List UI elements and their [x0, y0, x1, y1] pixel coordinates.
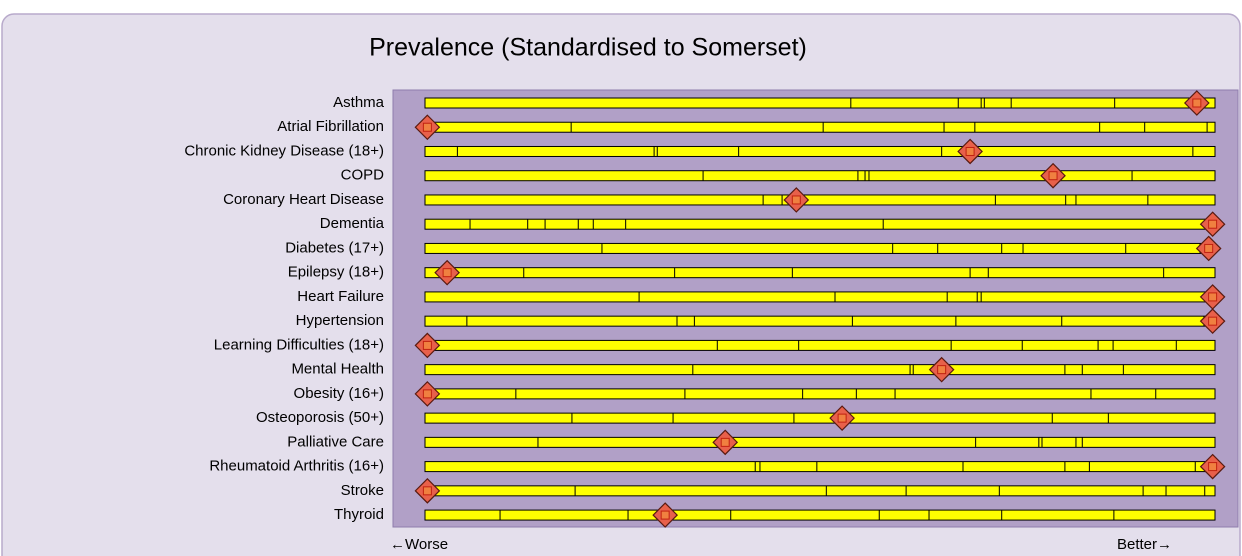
row-label: Rheumatoid Arthritis (16+): [209, 458, 384, 475]
marker-core: [422, 122, 432, 132]
marker-core: [1048, 171, 1058, 181]
row-label: Obesity (16+): [294, 385, 384, 402]
x-label-left: ←Worse: [390, 536, 448, 553]
row-label: Epilepsy (18+): [288, 264, 384, 281]
row-label: Chronic Kidney Disease (18+): [184, 142, 384, 159]
marker-core: [422, 340, 432, 350]
marker-core: [1208, 219, 1218, 229]
bar: [424, 170, 1216, 182]
marker-core: [422, 486, 432, 496]
plot-area: [392, 89, 1239, 528]
bar: [424, 509, 1216, 521]
marker-core: [720, 437, 730, 447]
row-label: Coronary Heart Disease: [223, 191, 384, 208]
marker-core: [791, 195, 801, 205]
bar: [424, 121, 1216, 133]
bar: [424, 145, 1216, 157]
marker-core: [837, 413, 847, 423]
row-label: Thyroid: [334, 506, 384, 523]
row-label: Dementia: [320, 215, 385, 232]
chart-title: Prevalence (Standardised to Somerset): [369, 34, 807, 62]
row-label: Hypertension: [296, 312, 384, 329]
row-label: Heart Failure: [297, 288, 384, 305]
marker-core: [422, 389, 432, 399]
marker-core: [442, 268, 452, 278]
row-label: Learning Difficulties (18+): [214, 336, 384, 353]
marker-core: [1192, 98, 1202, 108]
bar: [424, 339, 1216, 351]
x-label-right: Better→: [1117, 536, 1172, 553]
bar: [424, 485, 1216, 497]
marker-core: [1204, 243, 1214, 253]
row-label: Mental Health: [291, 361, 384, 378]
bar: [424, 412, 1216, 424]
bar: [424, 267, 1216, 279]
marker-core: [965, 146, 975, 156]
bar: [424, 194, 1216, 206]
bar: [424, 388, 1216, 400]
row-label: Stroke: [341, 482, 384, 499]
row-label: COPD: [341, 167, 385, 184]
row-label: Asthma: [333, 94, 385, 111]
bar: [424, 315, 1216, 327]
bar: [424, 461, 1216, 473]
row-label: Atrial Fibrillation: [277, 118, 384, 135]
row-label: Diabetes (17+): [285, 239, 384, 256]
marker-core: [1208, 316, 1218, 326]
row-label: Osteoporosis (50+): [256, 409, 384, 426]
bar: [424, 364, 1216, 376]
marker-core: [1208, 462, 1218, 472]
bar: [424, 242, 1216, 254]
marker-core: [1208, 292, 1218, 302]
row-label: Palliative Care: [287, 433, 384, 450]
marker-core: [660, 510, 670, 520]
bar: [424, 218, 1216, 230]
bar: [424, 97, 1216, 109]
bar: [424, 436, 1216, 448]
marker-core: [937, 365, 947, 375]
bar: [424, 291, 1216, 303]
